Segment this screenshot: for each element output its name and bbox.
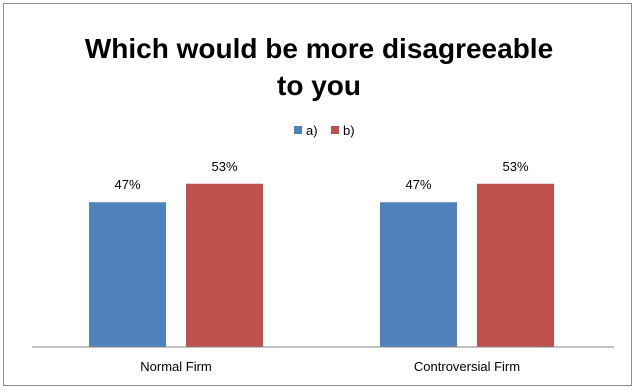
chart-title-line-2: to you — [277, 70, 361, 101]
x-axis-ticks: Normal Firm Controversial Firm — [140, 359, 520, 374]
chart-title-line-1: Which would be more disagreeable — [85, 33, 553, 64]
data-label-controversial-firm-series-a: 47% — [405, 177, 431, 192]
legend: a) b) — [294, 123, 355, 138]
data-label-controversial-firm-series-b: 53% — [502, 159, 528, 174]
plot-area: 47% 53% 47% 53% — [89, 159, 554, 347]
legend-swatch-b — [331, 126, 339, 134]
legend-label-a: a) — [306, 123, 318, 138]
bar-normal-firm-series-a — [89, 202, 166, 347]
bar-controversial-firm-series-b — [477, 183, 554, 347]
bar-normal-firm-series-b — [186, 183, 263, 347]
legend-label-b: b) — [343, 123, 355, 138]
data-label-normal-firm-series-a: 47% — [114, 177, 140, 192]
data-label-normal-firm-series-b: 53% — [211, 159, 237, 174]
legend-swatch-a — [294, 126, 302, 134]
x-tick-label-controversial-firm: Controversial Firm — [414, 359, 520, 374]
x-tick-label-normal-firm: Normal Firm — [140, 359, 212, 374]
bar-controversial-firm-series-a — [380, 202, 457, 347]
chart-title: Which would be more disagreeable to you — [85, 33, 553, 101]
